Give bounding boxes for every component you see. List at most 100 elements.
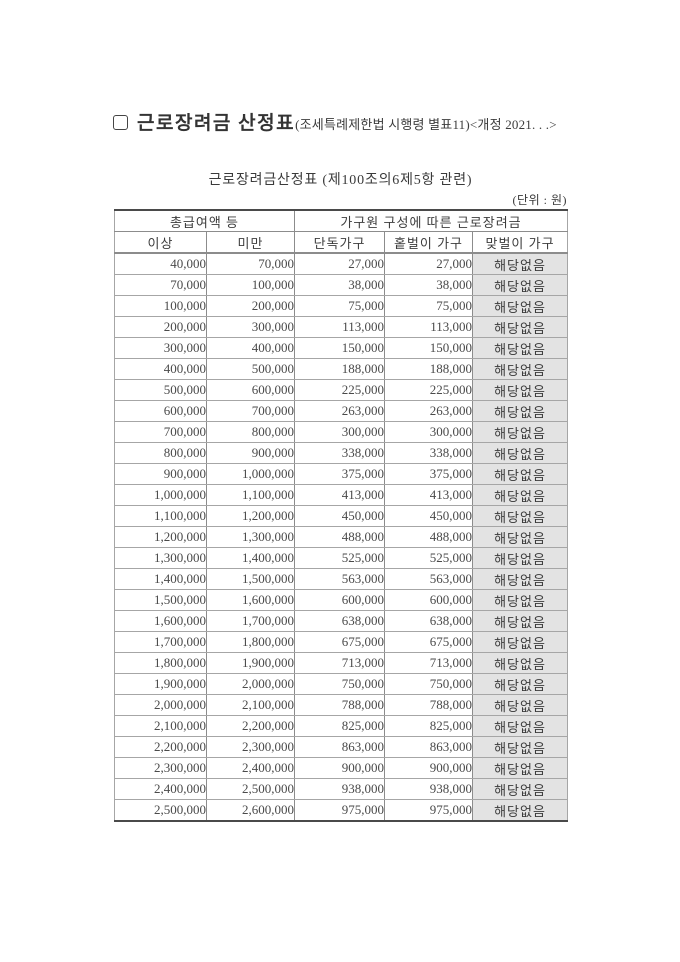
cell-single-earner-household: 563,000	[384, 568, 473, 590]
cell-income-max: 1,900,000	[206, 652, 295, 674]
cell-income-min: 500,000	[114, 379, 207, 401]
cell-income-max: 1,100,000	[206, 484, 295, 506]
table-row: 40,000 70,000 27,000 27,000 해당없음	[114, 253, 568, 275]
table-row: 2,200,000 2,300,000 863,000 863,000 해당없음	[114, 736, 568, 758]
cell-income-min: 2,400,000	[114, 778, 207, 800]
col-header-dual-earner-household: 맞벌이 가구	[471, 231, 568, 254]
cell-single-household: 788,000	[294, 694, 385, 716]
document-title-line: 근로장려금 산정표(조세특례제한법 시행령 별표11)<개정 2021. . .…	[113, 108, 557, 135]
cell-single-earner-household: 75,000	[384, 295, 473, 317]
cell-income-min: 1,300,000	[114, 547, 207, 569]
cell-single-earner-household: 788,000	[384, 694, 473, 716]
cell-income-max: 2,600,000	[206, 799, 295, 821]
cell-single-household: 188,000	[294, 358, 385, 380]
cell-single-household: 750,000	[294, 673, 385, 695]
group-header-row: 총급여액 등 가구원 구성에 따른 근로장려금	[114, 210, 568, 232]
cell-single-household: 413,000	[294, 484, 385, 506]
table-row: 600,000 700,000 263,000 263,000 해당없음	[114, 400, 568, 422]
cell-single-household: 38,000	[294, 274, 385, 296]
cell-single-household: 638,000	[294, 610, 385, 632]
cell-single-earner-household: 38,000	[384, 274, 473, 296]
cell-income-max: 1,700,000	[206, 610, 295, 632]
cell-income-min: 100,000	[114, 295, 207, 317]
table-row: 2,400,000 2,500,000 938,000 938,000 해당없음	[114, 778, 568, 800]
cell-income-min: 1,800,000	[114, 652, 207, 674]
table-row: 2,500,000 2,600,000 975,000 975,000 해당없음	[115, 799, 568, 821]
cell-dual-earner-household: 해당없음	[471, 463, 568, 485]
document-title-suffix: (조세특례제한법 시행령 별표11)<개정 2021. . .>	[295, 117, 557, 132]
cell-income-min: 600,000	[114, 400, 207, 422]
table-row: 200,000 300,000 113,000 113,000 해당없음	[114, 316, 568, 338]
cell-dual-earner-household: 해당없음	[471, 568, 568, 590]
table-row: 1,400,000 1,500,000 563,000 563,000 해당없음	[114, 568, 568, 590]
cell-income-max: 800,000	[206, 421, 295, 443]
table-row: 1,300,000 1,400,000 525,000 525,000 해당없음	[114, 547, 568, 569]
cell-dual-earner-household: 해당없음	[471, 358, 568, 380]
table-row: 700,000 800,000 300,000 300,000 해당없음	[114, 421, 568, 443]
cell-single-household: 113,000	[294, 316, 385, 338]
cell-single-household: 825,000	[294, 715, 385, 737]
table-row: 1,600,000 1,700,000 638,000 638,000 해당없음	[114, 610, 568, 632]
cell-single-household: 863,000	[294, 736, 385, 758]
cell-income-max: 600,000	[206, 379, 295, 401]
cell-income-min: 1,900,000	[114, 673, 207, 695]
cell-single-household: 900,000	[294, 757, 385, 779]
cell-single-earner-household: 938,000	[384, 778, 473, 800]
cell-dual-earner-household: 해당없음	[471, 421, 568, 443]
cell-single-earner-household: 375,000	[384, 463, 473, 485]
cell-dual-earner-household: 해당없음	[471, 589, 568, 611]
cell-dual-earner-household: 해당없음	[471, 610, 568, 632]
cell-single-household: 525,000	[294, 547, 385, 569]
cell-single-earner-household: 488,000	[384, 526, 473, 548]
cell-income-max: 700,000	[206, 400, 295, 422]
table-row: 70,000 100,000 38,000 38,000 해당없음	[114, 274, 568, 296]
cell-single-household: 563,000	[294, 568, 385, 590]
col-header-min: 이상	[114, 231, 207, 254]
group-header-gross-income: 총급여액 등	[114, 210, 295, 232]
unit-label: (단위 : 원)	[512, 193, 567, 207]
cell-income-max: 200,000	[206, 295, 295, 317]
cell-dual-earner-household: 해당없음	[471, 253, 568, 275]
cell-dual-earner-household: 해당없음	[471, 316, 568, 338]
cell-dual-earner-household: 해당없음	[471, 736, 568, 758]
cell-income-max: 300,000	[206, 316, 295, 338]
cell-single-earner-household: 863,000	[384, 736, 473, 758]
cell-single-household: 375,000	[294, 463, 385, 485]
table-row: 300,000 400,000 150,000 150,000 해당없음	[114, 337, 568, 359]
cell-single-earner-household: 900,000	[384, 757, 473, 779]
col-header-single-earner-household: 홑벌이 가구	[384, 231, 473, 254]
cell-single-household: 263,000	[294, 400, 385, 422]
table-row: 500,000 600,000 225,000 225,000 해당없음	[114, 379, 568, 401]
table-row: 1,800,000 1,900,000 713,000 713,000 해당없음	[114, 652, 568, 674]
cell-single-earner-household: 225,000	[384, 379, 473, 401]
cell-single-household: 713,000	[294, 652, 385, 674]
cell-dual-earner-household: 해당없음	[471, 778, 568, 800]
cell-income-max: 1,200,000	[206, 505, 295, 527]
cell-income-max: 100,000	[206, 274, 295, 296]
cell-single-household: 488,000	[294, 526, 385, 548]
table-row: 2,000,000 2,100,000 788,000 788,000 해당없음	[114, 694, 568, 716]
cell-single-household: 300,000	[294, 421, 385, 443]
eitc-calculation-table: 총급여액 등 가구원 구성에 따른 근로장려금 이상 미만 단독가구 홑벌이 가…	[114, 209, 569, 822]
cell-income-min: 1,700,000	[114, 631, 207, 653]
cell-income-min: 1,600,000	[114, 610, 207, 632]
col-header-max: 미만	[206, 231, 295, 254]
cell-dual-earner-household: 해당없음	[471, 400, 568, 422]
table-row: 800,000 900,000 338,000 338,000 해당없음	[114, 442, 568, 464]
cell-single-household: 225,000	[294, 379, 385, 401]
cell-income-min: 2,300,000	[114, 757, 207, 779]
cell-income-min: 300,000	[114, 337, 207, 359]
cell-single-earner-household: 413,000	[384, 484, 473, 506]
cell-single-household: 675,000	[294, 631, 385, 653]
cell-single-earner-household: 975,000	[384, 799, 473, 821]
cell-dual-earner-household: 해당없음	[471, 442, 568, 464]
cell-dual-earner-household: 해당없음	[471, 652, 568, 674]
cell-income-max: 2,400,000	[206, 757, 295, 779]
cell-income-max: 1,000,000	[206, 463, 295, 485]
cell-single-earner-household: 525,000	[384, 547, 473, 569]
cell-income-min: 1,100,000	[114, 505, 207, 527]
cell-income-max: 1,500,000	[206, 568, 295, 590]
table-row: 1,000,000 1,100,000 413,000 413,000 해당없음	[114, 484, 568, 506]
table-row: 100,000 200,000 75,000 75,000 해당없음	[114, 295, 568, 317]
